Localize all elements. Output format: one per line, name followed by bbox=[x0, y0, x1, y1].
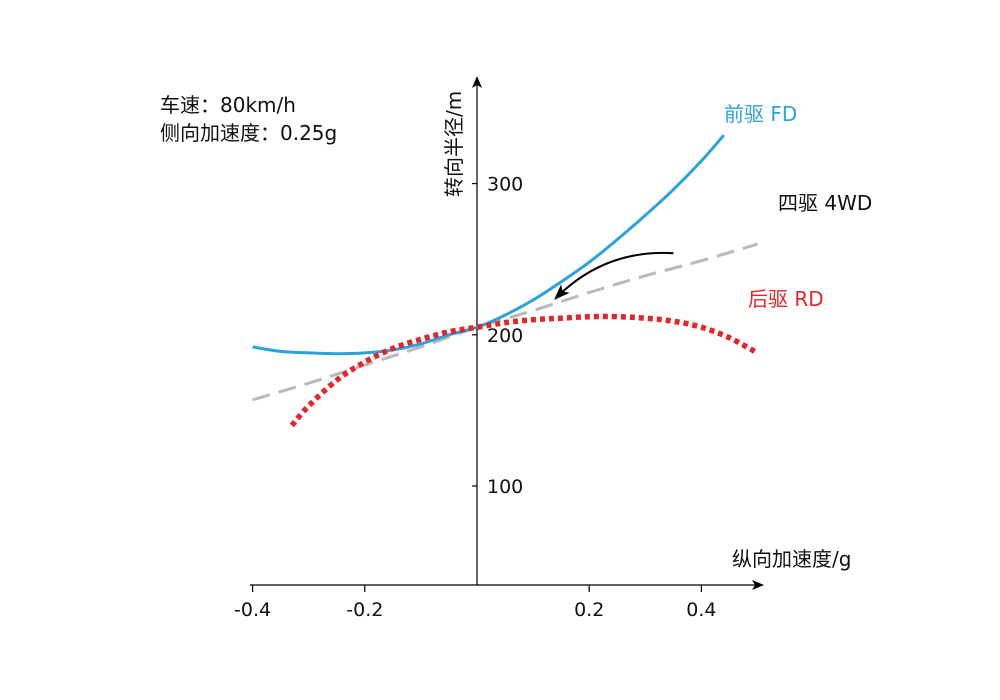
series-layer bbox=[252, 134, 759, 428]
annotation-layer bbox=[554, 251, 674, 300]
trend-arrow bbox=[554, 251, 674, 300]
series-label-fd: 前驱 FD bbox=[724, 102, 797, 126]
y-tick-label: 100 bbox=[487, 476, 523, 498]
x-tick-label: -0.4 bbox=[234, 599, 271, 621]
x-tick-label: 0.4 bbox=[686, 599, 716, 621]
y-tick-label: 200 bbox=[487, 325, 523, 347]
ticks-layer: -0.4 -0.2 0.2 0.4 100 200 300 bbox=[234, 174, 716, 621]
series-line-rd bbox=[289, 313, 759, 428]
series-line-4wd bbox=[252, 242, 758, 402]
y-tick-label: 300 bbox=[487, 174, 523, 196]
y-axis-label: 转向半径/m bbox=[442, 91, 466, 197]
series-label-rd: 后驱 RD bbox=[748, 287, 824, 311]
x-tick-label: -0.2 bbox=[346, 599, 383, 621]
x-tick-label: 0.2 bbox=[574, 599, 604, 621]
info-line-speed: 车速：80km/h bbox=[160, 93, 296, 117]
series-line-fd bbox=[252, 134, 725, 356]
series-label-4wd: 四驱 4WD bbox=[778, 191, 872, 215]
x-axis-label: 纵向加速度/g bbox=[732, 547, 851, 571]
info-line-lateral-accel: 侧向加速度：0.25g bbox=[160, 121, 337, 145]
